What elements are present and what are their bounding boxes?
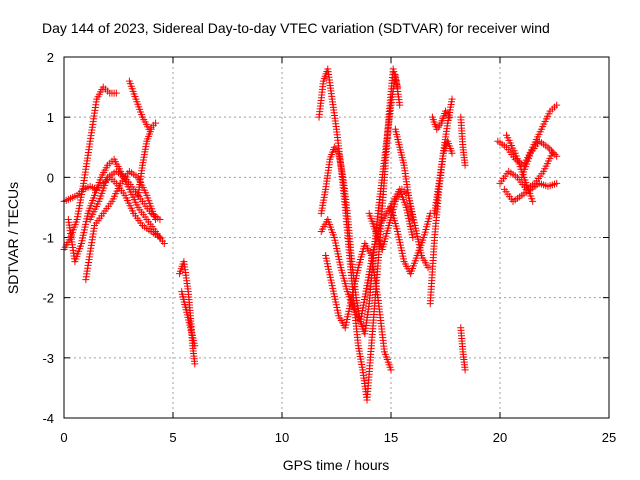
data-points: [60, 65, 561, 404]
data-point: [529, 197, 537, 205]
y-axis-title: SDTVAR / TECUs: [5, 182, 21, 294]
chart-title: Day 144 of 2023, Sidereal Day-to-day VTE…: [42, 20, 550, 36]
data-point: [387, 366, 395, 374]
y-tick-label: -3: [42, 351, 54, 366]
series-arc-t: [457, 113, 469, 169]
y-tick-label: 0: [47, 170, 54, 185]
data-point: [549, 149, 557, 157]
data-point: [191, 360, 199, 368]
data-point: [448, 95, 456, 103]
series-arc-p: [391, 125, 417, 223]
series-arc-e: [86, 167, 164, 223]
data-point: [551, 150, 559, 158]
y-tick-label: -1: [42, 231, 54, 246]
data-point: [424, 264, 432, 272]
series-arc-g: [134, 125, 155, 199]
data-point: [553, 179, 561, 187]
data-point: [147, 125, 155, 133]
x-tick-label: 5: [169, 430, 176, 445]
series-arc-c: [64, 155, 168, 266]
data-point: [546, 145, 554, 153]
data-point: [446, 113, 454, 121]
series-arc-l: [317, 185, 417, 326]
plot-frame: [63, 56, 610, 419]
series-arc-f: [125, 77, 160, 133]
data-point: [553, 101, 561, 109]
data-point: [152, 119, 160, 127]
data-point: [409, 234, 417, 241]
series-arc-r: [431, 137, 456, 217]
x-tick-label: 10: [275, 430, 289, 445]
data-point: [448, 149, 456, 157]
y-tick-label: 1: [47, 110, 54, 125]
data-point: [112, 89, 120, 97]
series-arc-i: [178, 288, 199, 350]
axis-ticks: 0 5 10 15 20 25 -4 -3 -2 -1 0 1 2: [42, 50, 616, 445]
data-point: [553, 152, 561, 160]
series-arc-u: [457, 324, 469, 374]
series-arc-a: [60, 83, 120, 254]
y-tick-label: -4: [42, 411, 54, 426]
series-arc-s: [428, 107, 454, 133]
series-arc-x: [500, 179, 561, 205]
data-point: [191, 342, 199, 350]
data-point: [547, 147, 555, 155]
series-arc-z: [518, 137, 561, 181]
data-point: [461, 161, 469, 169]
x-tick-label: 15: [384, 430, 398, 445]
series-arc-d: [82, 167, 160, 284]
series-arc-m: [322, 240, 395, 374]
data-point: [409, 215, 417, 223]
data-point: [160, 240, 168, 248]
data-point: [461, 366, 469, 374]
data-point: [156, 215, 164, 223]
x-tick-label: 25: [602, 430, 616, 445]
x-tick-label: 20: [493, 430, 507, 445]
data-point: [156, 234, 164, 241]
y-tick-label: 2: [47, 50, 54, 65]
series-arc-o: [387, 203, 434, 278]
x-tick-label: 0: [60, 430, 67, 445]
data-point: [396, 101, 404, 109]
x-axis-title: GPS time / hours: [283, 457, 390, 473]
y-tick-label: -2: [42, 291, 54, 306]
data-point: [544, 143, 552, 151]
